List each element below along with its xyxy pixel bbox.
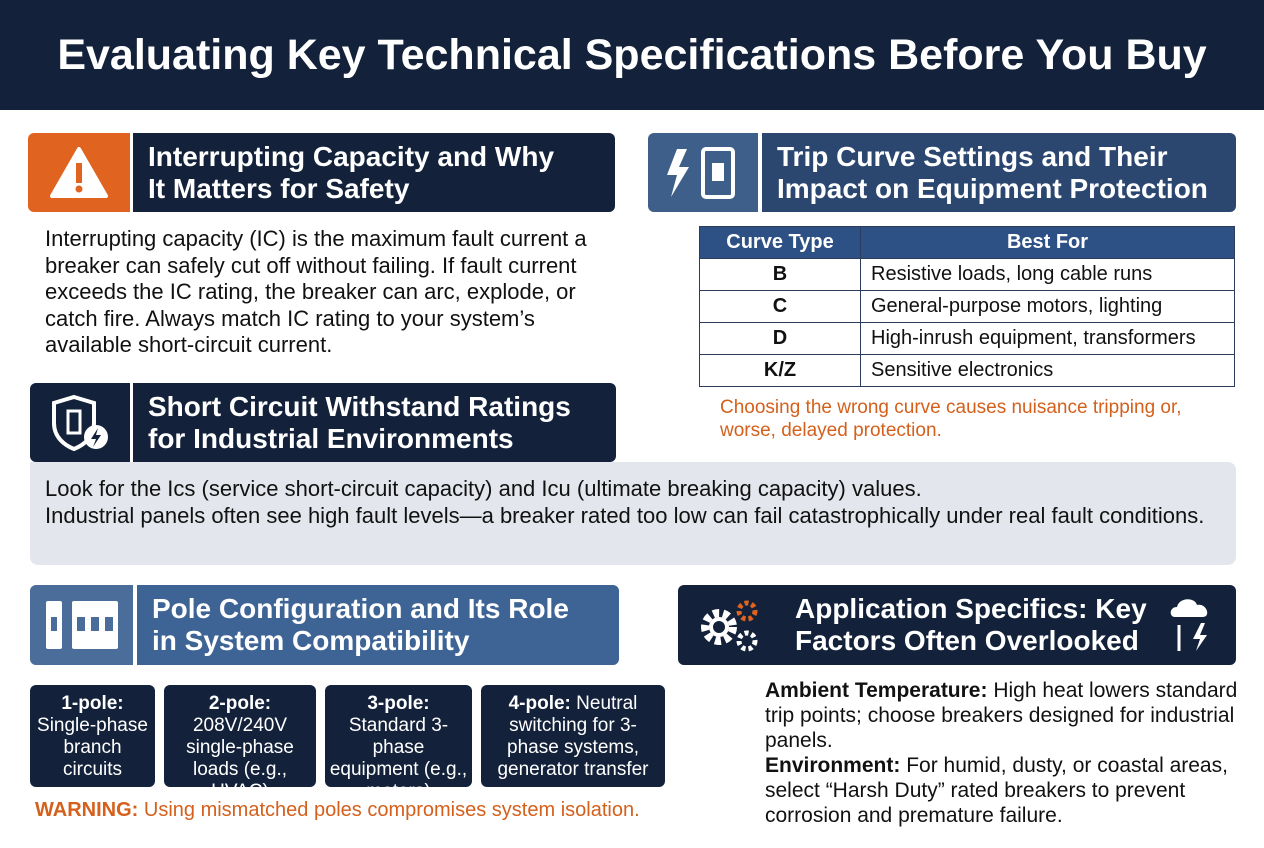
cell: B (699, 258, 861, 291)
pole-card: 4-pole: Neutral switching for 3-phase sy… (481, 685, 665, 787)
cell: High-inrush equipment, transformers (860, 322, 1235, 355)
pole-text: Single-phase branch circuits (37, 715, 148, 780)
item-text: For humid, dusty, or coastal areas, sele… (765, 754, 1228, 827)
curve-table: Curve Type Best For B Resistive loads, lon… (699, 226, 1235, 387)
gear-icon (678, 585, 780, 665)
cell: General-purpose motors, lighting (860, 290, 1235, 323)
pole-card: 1-pole: Single-phase branch circuits (30, 685, 155, 787)
cell: Resistive loads, long cable runs (860, 258, 1235, 291)
section-heading: Pole Configuration and Its Role in Syste… (137, 585, 619, 665)
warning-text: Using mismatched poles compromises syste… (143, 799, 640, 821)
section-heading: Interrupting Capacity and Why It Matters… (133, 133, 615, 212)
cell: K/Z (699, 354, 861, 387)
pole-label: 2-pole: (208, 693, 272, 714)
panel-text: Industrial panels often see high fault l… (45, 502, 1205, 528)
section-heading: Trip Curve Settings and Their Impact on … (762, 133, 1236, 212)
pole-card: 3-pole: Standard 3-phase equipment (e.g.… (325, 685, 472, 802)
panel-text: Look for the Ics (service short-circuit … (45, 476, 922, 501)
heading-line: Impact on Equipment Protection (777, 173, 1208, 204)
item: Ambient Temperature: High heat lowers st… (765, 678, 1245, 753)
item-text: High heat lowers standard trip points; c… (765, 679, 1238, 752)
warning: WARNING: Using mismatched poles compromi… (35, 799, 675, 822)
column-header: Best For (860, 226, 1235, 259)
cell: C (699, 290, 861, 323)
heading-line: for Industrial Environments (148, 423, 514, 454)
pole-text: Neutral switching for 3-phase systems, g… (497, 693, 649, 780)
heading-line: Short Circuit Withstand Ratings (148, 391, 571, 422)
heading-line: Pole Configuration and Its Role (152, 593, 569, 624)
pole-icon (30, 585, 133, 665)
section-heading: Application Specifics: Key Factors Often… (780, 585, 1236, 665)
heading-line: Application Specifics: Key (795, 593, 1147, 624)
breaker-icon (648, 133, 758, 212)
pole-label: 1-pole: (61, 693, 124, 714)
section-heading: Short Circuit Withstand Ratings for Indu… (133, 383, 616, 462)
page-title: Evaluating Key Technical Specifications … (57, 30, 1207, 79)
cell: D (699, 322, 861, 355)
cell: Sensitive electronics (860, 354, 1235, 387)
item: Environment: For humid, dusty, or coasta… (765, 753, 1245, 828)
pole-label: 3-pole: (367, 693, 430, 714)
info-panel: Look for the Ics (service short-circuit … (30, 462, 1236, 565)
heading-line: Interrupting Capacity and Why (148, 141, 555, 172)
heading-line: Trip Curve Settings and Their (777, 141, 1168, 172)
pole-text: 208V/240V single-phase loads (e.g., HVAC… (186, 715, 294, 802)
pole-card: 2-pole: 208V/240V single-phase loads (e.… (164, 685, 316, 802)
heading-line: in System Compatibility (152, 625, 470, 656)
warning-icon (28, 133, 130, 212)
weather-icon (1170, 599, 1208, 651)
section-text: Ambient Temperature: High heat lowers st… (765, 678, 1245, 828)
column-header: Curve Type (699, 226, 861, 259)
item-label: Ambient Temperature: (765, 679, 988, 702)
heading-line: Factors Often Overlooked (795, 625, 1139, 656)
item-label: Environment: (765, 754, 901, 777)
pole-text: Standard 3-phase equipment (e.g., motors… (329, 715, 468, 802)
heading-line: It Matters for Safety (148, 173, 410, 204)
title-bar: Evaluating Key Technical Specifications … (0, 0, 1264, 110)
pole-label: 4-pole: (508, 693, 571, 714)
section-text: Interrupting capacity (IC) is the maximu… (45, 226, 587, 357)
shield-icon (30, 383, 130, 462)
warning-label: WARNING: (35, 799, 139, 821)
note: Choosing the wrong curve causes nuisance… (720, 397, 1182, 441)
